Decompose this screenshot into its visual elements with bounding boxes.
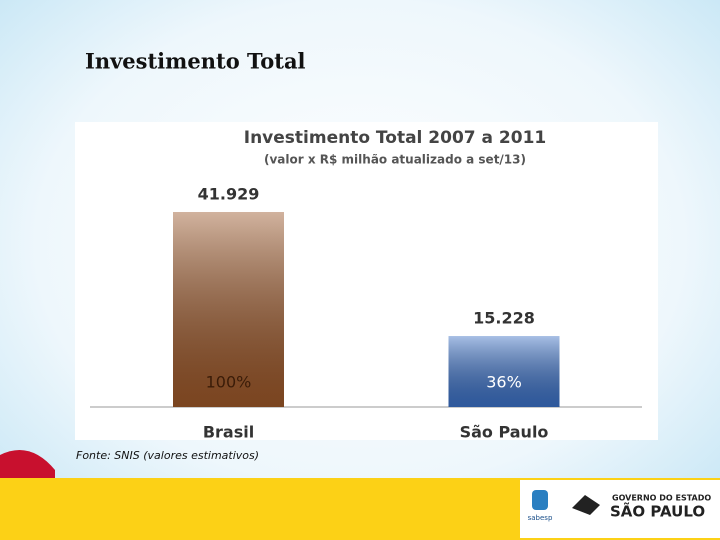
sabesp-label: sabesp: [528, 514, 553, 522]
gov-line2: SÃO PAULO: [610, 502, 705, 521]
share-label: 36%: [486, 373, 522, 392]
gov-icon: [572, 495, 600, 515]
bar-shine: [448, 336, 560, 407]
flag-decoration: [0, 450, 55, 478]
x-tick-label: Brasil: [203, 423, 254, 442]
bar-shine: [173, 212, 284, 407]
sabesp-icon: [532, 490, 548, 510]
share-label: 100%: [206, 373, 252, 392]
gov-line1: GOVERNO DO ESTADO: [612, 494, 711, 503]
chart-panel: [75, 122, 658, 440]
x-tick-label: São Paulo: [460, 423, 549, 442]
source-note: Fonte: SNIS (valores estimativos): [76, 449, 259, 462]
chart-title: Investimento Total 2007 a 2011: [244, 128, 546, 148]
value-label: 41.929: [198, 185, 260, 204]
logo-box: [520, 480, 720, 538]
chart-subtitle: (valor x R$ milhão atualizado a set/13): [264, 153, 526, 167]
slide-title: Investimento Total: [85, 49, 306, 74]
value-label: 15.228: [473, 309, 535, 328]
